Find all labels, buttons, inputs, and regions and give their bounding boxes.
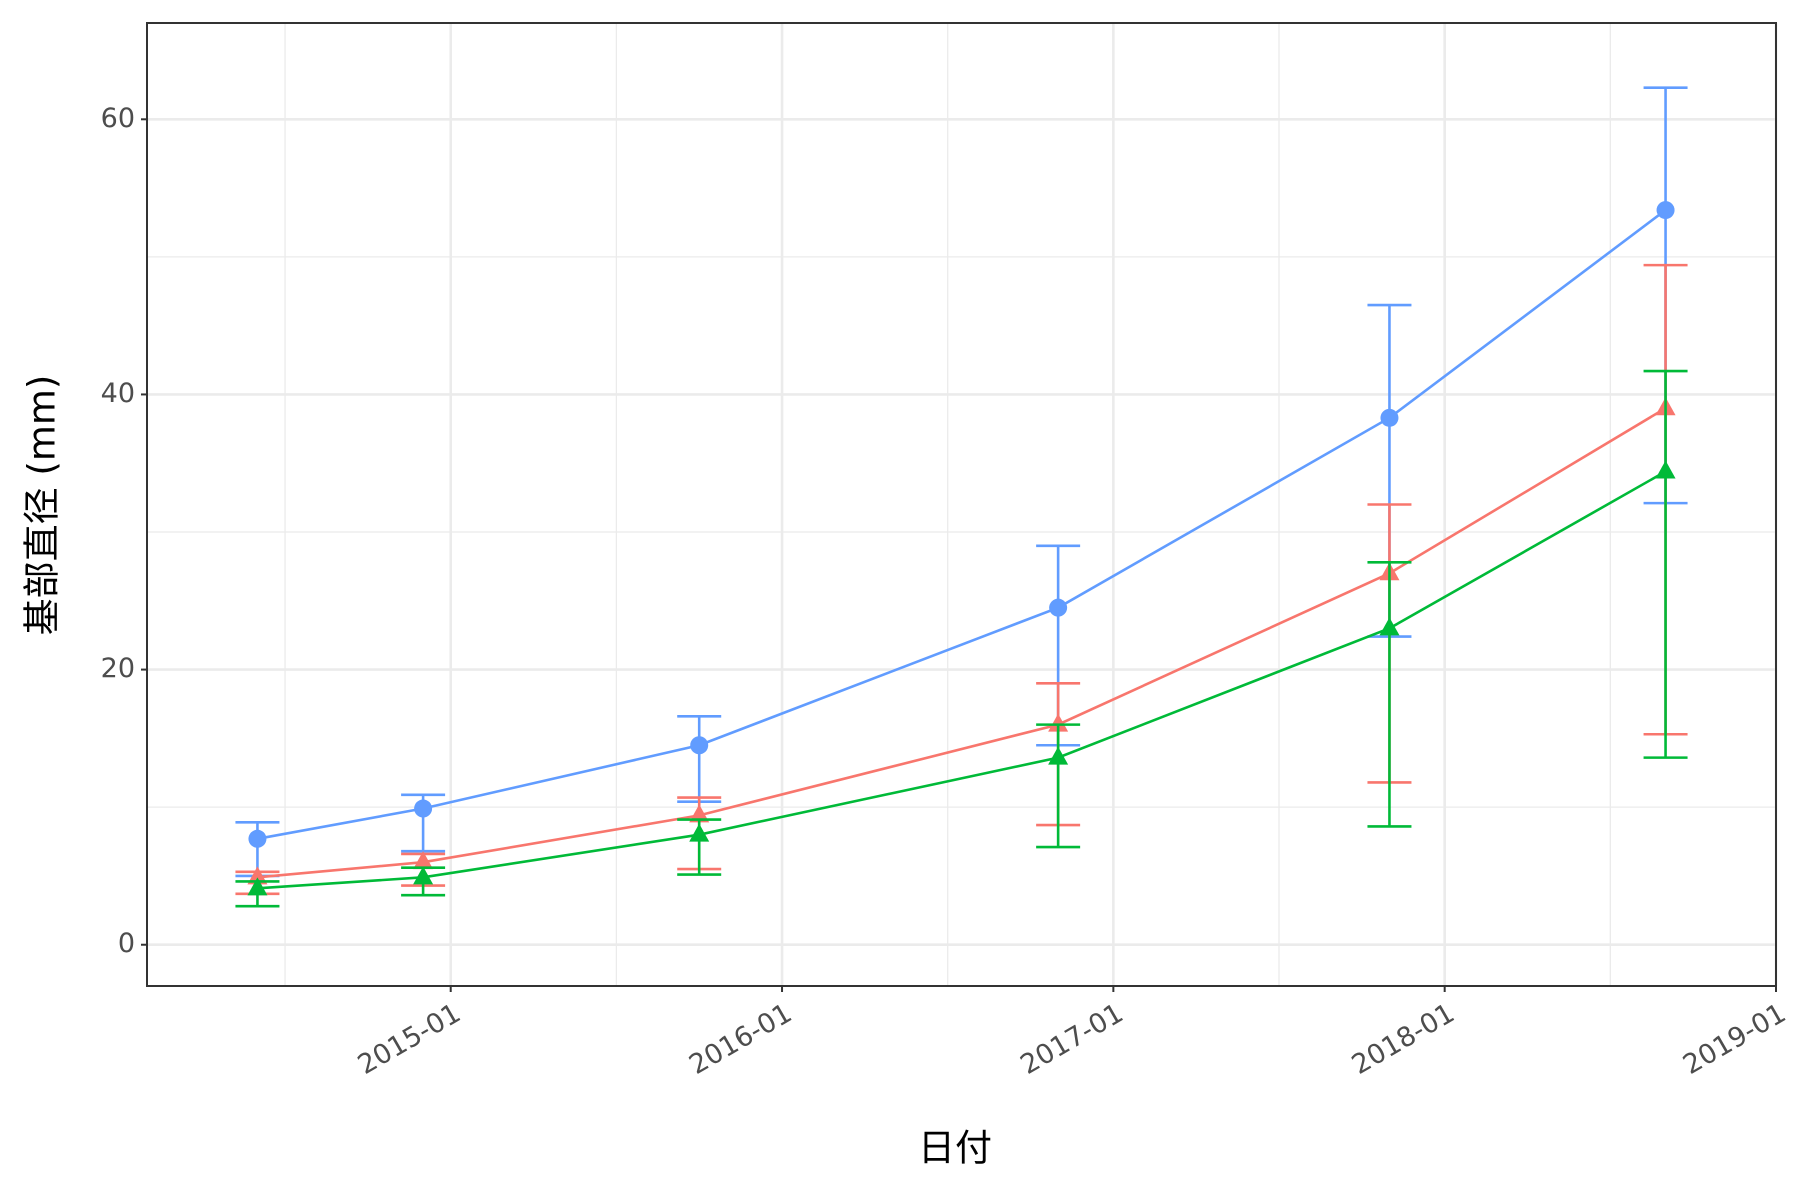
point: [413, 866, 434, 885]
y-tick-label: 60: [101, 103, 135, 134]
x-tick-label: 2016-01: [684, 998, 797, 1081]
series-line: [257, 470, 1667, 890]
plot-border: [146, 22, 1777, 987]
x-axis-title: 日付: [918, 1127, 992, 1170]
y-tick-label: 0: [118, 928, 135, 959]
series-line: [257, 209, 1667, 841]
point: [689, 804, 710, 823]
point: [1049, 598, 1068, 617]
point: [1380, 408, 1399, 427]
point: [414, 799, 433, 818]
point: [1655, 460, 1676, 479]
point: [1048, 746, 1069, 765]
y-tick-label: 40: [101, 378, 135, 409]
point: [247, 866, 268, 885]
x-tick-label: 2015-01: [353, 998, 466, 1081]
series-line: [257, 407, 1667, 879]
point: [690, 736, 709, 755]
x-tick-label: 2019-01: [1678, 998, 1791, 1081]
point: [413, 851, 434, 870]
point: [248, 829, 267, 848]
point: [247, 877, 268, 896]
point: [1379, 617, 1400, 636]
x-tick-label: 2017-01: [1015, 998, 1128, 1081]
x-tick-label: 2018-01: [1347, 998, 1460, 1081]
point: [1048, 713, 1069, 732]
y-tick-label: 20: [101, 653, 135, 684]
y-axis-title: 基部直径 (mm): [21, 375, 64, 636]
point: [1656, 201, 1675, 220]
point: [689, 823, 710, 842]
